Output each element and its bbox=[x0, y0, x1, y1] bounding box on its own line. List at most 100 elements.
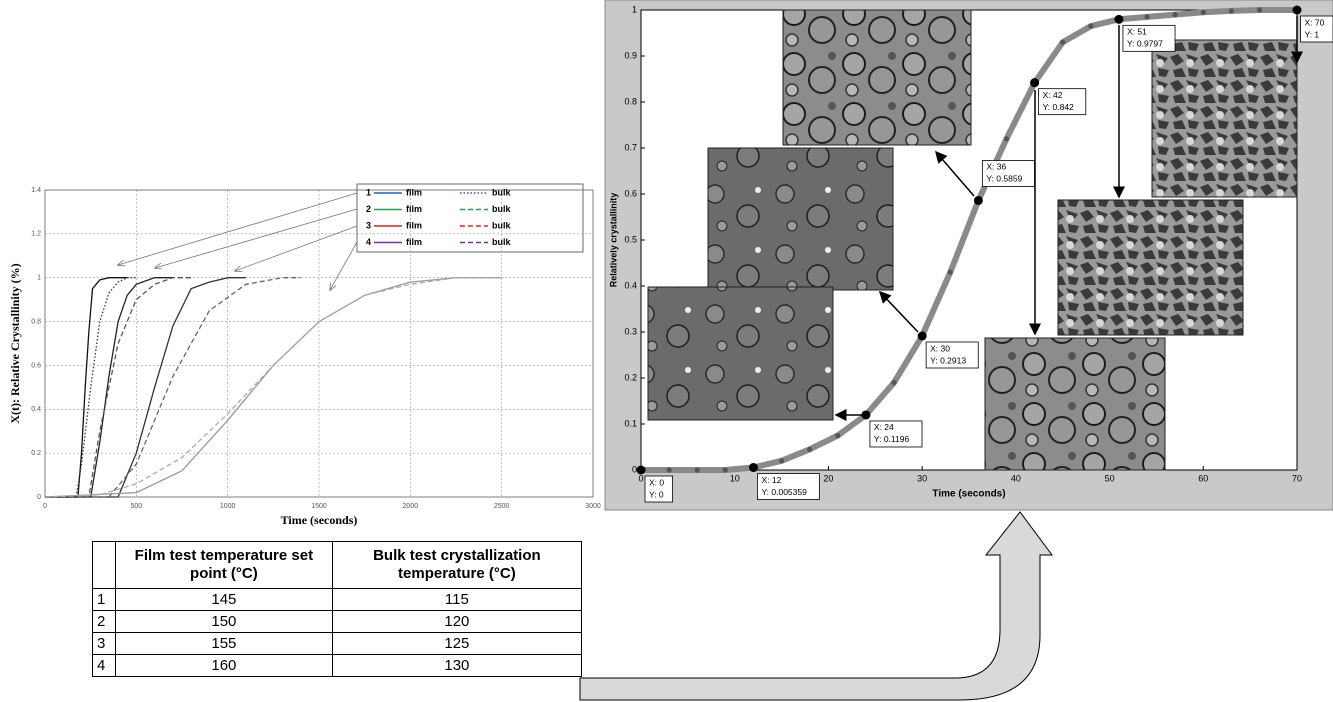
x-tick-label: 1000 bbox=[220, 503, 236, 510]
data-tip-x: X: 12 bbox=[761, 475, 781, 485]
data-point bbox=[1004, 136, 1009, 141]
y-tick-label: 0.7 bbox=[624, 142, 637, 152]
data-line bbox=[45, 278, 301, 497]
y-tick-label: 0.8 bbox=[31, 318, 41, 325]
data-tip-x: X: 0 bbox=[649, 477, 664, 487]
data-tip-y: Y: 0.005359 bbox=[761, 487, 807, 497]
legend-label: bulk bbox=[492, 187, 511, 197]
data-point bbox=[667, 467, 672, 472]
legend-label: film bbox=[406, 220, 422, 230]
table-cell: 150 bbox=[116, 611, 333, 633]
table-cell: 3 bbox=[93, 633, 116, 655]
table-cell: 125 bbox=[332, 633, 581, 655]
x-tick-label: 500 bbox=[130, 503, 142, 510]
y-tick-label: 0.2 bbox=[31, 450, 41, 457]
y-tick-label: 0 bbox=[37, 494, 41, 501]
data-tip-point bbox=[637, 466, 646, 475]
table-header: Film test temperature set point (°C) Bul… bbox=[93, 542, 582, 589]
data-tip-y: Y: 0 bbox=[649, 489, 664, 499]
table-cell: 145 bbox=[116, 589, 333, 611]
data-point bbox=[1144, 14, 1149, 19]
data-point bbox=[891, 380, 896, 385]
data-point bbox=[695, 467, 700, 472]
micrograph bbox=[648, 287, 833, 420]
y-axis-label: Relatively crystallinity bbox=[608, 193, 618, 288]
x-tick-label: 60 bbox=[1198, 473, 1208, 483]
data-tip-point bbox=[918, 332, 927, 341]
y-tick-label: 0.9 bbox=[624, 50, 637, 60]
y-tick-label: 0.8 bbox=[624, 96, 637, 106]
header-cell: Bulk test crystallization temperature (°… bbox=[332, 542, 581, 589]
data-point bbox=[1201, 10, 1206, 15]
data-point bbox=[1173, 12, 1178, 17]
y-tick-label: 0 bbox=[632, 464, 637, 474]
x-tick-label: 2500 bbox=[494, 503, 510, 510]
x-tick-label: 3000 bbox=[585, 503, 601, 510]
legend-arrow bbox=[235, 226, 357, 271]
y-tick-label: 0.4 bbox=[624, 280, 637, 290]
y-axis-label: X(t): Relative Crystallinity (%) bbox=[8, 263, 22, 423]
x-tick-label: 20 bbox=[823, 473, 833, 483]
y-tick-label: 1.4 bbox=[31, 187, 41, 194]
y-tick-label: 0.4 bbox=[31, 406, 41, 413]
table-row: 1145115 bbox=[93, 589, 582, 611]
micrograph bbox=[708, 148, 893, 290]
y-tick-label: 1 bbox=[37, 275, 41, 282]
data-tip-x: X: 24 bbox=[874, 422, 894, 432]
x-axis-label: Time (seconds) bbox=[281, 513, 358, 527]
data-point bbox=[807, 447, 812, 452]
connector-arrow bbox=[580, 512, 1052, 700]
legend-group: 2 bbox=[366, 204, 371, 214]
y-tick-label: 0.1 bbox=[624, 418, 637, 428]
table-cell: 130 bbox=[332, 655, 581, 677]
data-point bbox=[1060, 40, 1065, 45]
data-tip-y: Y: 0.1196 bbox=[874, 434, 910, 444]
table-row: 3155125 bbox=[93, 633, 582, 655]
x-tick-label: 0 bbox=[638, 473, 643, 483]
table-cell: 160 bbox=[116, 655, 333, 677]
table-cell: 115 bbox=[332, 589, 581, 611]
data-point bbox=[1088, 24, 1093, 29]
data-point bbox=[948, 270, 953, 275]
micrograph bbox=[783, 10, 971, 145]
legend-arrow bbox=[118, 193, 357, 265]
data-point bbox=[1229, 8, 1234, 13]
table-cell: 1 bbox=[93, 589, 116, 611]
data-line bbox=[45, 278, 191, 497]
legend-arrow bbox=[155, 209, 357, 268]
data-tip-y: Y: 0.842 bbox=[1043, 102, 1074, 112]
table-cell: 155 bbox=[116, 633, 333, 655]
data-line bbox=[45, 278, 127, 497]
data-point bbox=[779, 458, 784, 463]
data-line bbox=[45, 278, 246, 497]
data-tip-point bbox=[974, 196, 983, 205]
header-cell bbox=[93, 542, 116, 589]
table-cell: 120 bbox=[332, 611, 581, 633]
legend-group: 4 bbox=[366, 237, 371, 247]
x-tick-label: 2000 bbox=[403, 503, 419, 510]
legend-label: bulk bbox=[492, 204, 511, 214]
data-point bbox=[835, 433, 840, 438]
legend-label: bulk bbox=[492, 220, 511, 230]
legend-arrows bbox=[118, 193, 357, 290]
y-tick-label: 0.2 bbox=[624, 372, 637, 382]
micrograph bbox=[1058, 200, 1243, 335]
x-axis-label: Time (seconds) bbox=[932, 489, 1005, 500]
page: {"chart_data": [ {"type": "line", "xlabe… bbox=[0, 0, 1333, 702]
data-tip-y: Y: 0.5859 bbox=[986, 174, 1022, 184]
y-tick-label: 0.6 bbox=[624, 188, 637, 198]
legend-label: film bbox=[406, 204, 422, 214]
header-cell: Film test temperature set point (°C) bbox=[116, 542, 333, 589]
y-tick-label: 0.6 bbox=[31, 362, 41, 369]
data-tip-y: Y: 1 bbox=[1305, 29, 1320, 39]
data-tip-y: Y: 0.2913 bbox=[930, 355, 966, 365]
legend-group: 1 bbox=[366, 187, 371, 197]
legend-label: bulk bbox=[492, 237, 511, 247]
temperature-table: Film test temperature set point (°C) Bul… bbox=[92, 541, 582, 677]
data-tip-y: Y: 0.9797 bbox=[1127, 39, 1163, 49]
data-tip-x: X: 70 bbox=[1305, 17, 1325, 27]
data-tip-point bbox=[1030, 78, 1039, 87]
micrograph bbox=[985, 338, 1165, 470]
